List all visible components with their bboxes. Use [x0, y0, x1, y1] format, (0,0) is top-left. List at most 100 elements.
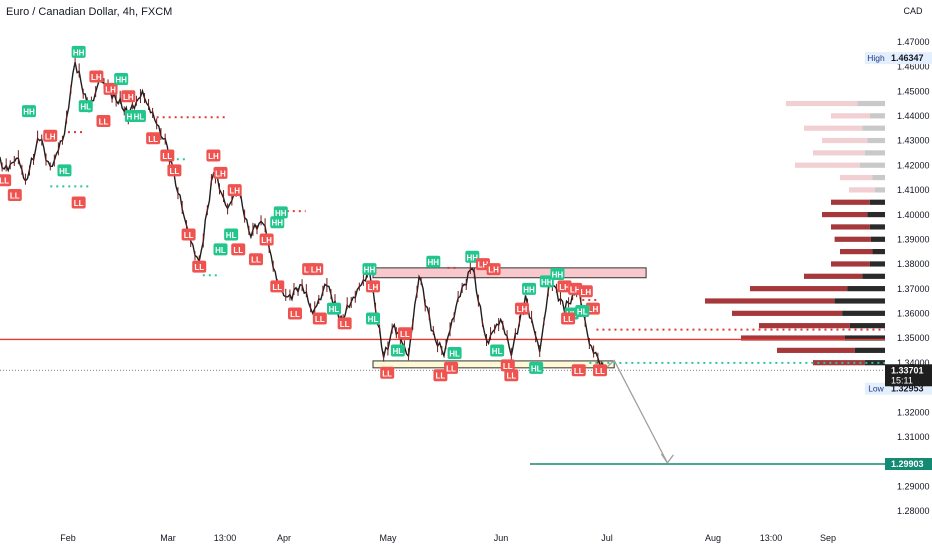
- swing-label-hh: HH: [114, 73, 129, 86]
- volume-bar-share: [872, 249, 885, 255]
- swing-label-badge: [366, 312, 381, 325]
- swing-label-lh: LH: [89, 70, 104, 83]
- swing-label-badge: [96, 114, 111, 127]
- swing-label-badge: [557, 280, 572, 293]
- swing-label-text: HH: [275, 209, 287, 218]
- swing-label-hh: HH: [71, 45, 86, 58]
- swing-label-text: LH: [488, 266, 499, 275]
- swing-label-lh: LH: [557, 280, 572, 293]
- swing-label-text: HL: [393, 347, 404, 356]
- swing-label-lh: LH: [585, 302, 600, 315]
- swing-label-lh: LH: [568, 282, 583, 295]
- swing-label-hl: HL: [529, 361, 544, 374]
- swing-label-hl: HL: [224, 228, 239, 241]
- swing-label-ll: LL: [312, 312, 327, 325]
- swing-label-text: HL: [215, 246, 226, 255]
- swing-label-ll: LL: [146, 132, 161, 145]
- swing-label-text: HL: [492, 347, 503, 356]
- swing-label-badge: [270, 216, 285, 229]
- swing-label-text: LL: [446, 364, 456, 373]
- price-tick-label: 1.41000: [897, 185, 930, 195]
- swing-label-text: LH: [570, 285, 581, 294]
- target-price-value-box: [885, 458, 932, 471]
- swing-label-hl: HL: [131, 110, 146, 123]
- swing-label-badge: [146, 132, 161, 145]
- swing-label-lh: LH: [213, 166, 228, 179]
- volume-bar: [804, 273, 863, 279]
- volume-bar-share: [867, 137, 885, 144]
- volume-bar: [705, 298, 835, 304]
- swing-label-badge: [7, 189, 22, 202]
- volume-bar-share: [869, 199, 885, 205]
- swing-label-text: LL: [400, 330, 410, 339]
- price-tick-label: 1.37000: [897, 284, 930, 294]
- swing-label-lh: LH: [43, 129, 58, 142]
- swing-label-hh: HH: [21, 105, 36, 118]
- swing-label-text: LL: [0, 177, 9, 186]
- swing-label-badge: [231, 243, 246, 256]
- volume-bar-share: [842, 310, 885, 316]
- swing-label-ll: LL: [71, 196, 86, 209]
- swing-label-text: LL: [170, 167, 180, 176]
- demand-zone: [372, 360, 615, 369]
- swing-label-text: LL: [436, 372, 446, 381]
- swing-label-badge: [181, 228, 196, 241]
- volume-bar-share: [869, 261, 885, 267]
- volume-bar-share: [864, 150, 885, 156]
- swing-label-badge: [213, 166, 228, 179]
- swing-labels: LHLLHHLLLHHLLLHHHLLHLLLHLHHHHLHLLLLLLLLH…: [0, 45, 607, 382]
- chart-title: Euro / Canadian Dollar, 4h, FXCM: [6, 6, 173, 18]
- swing-label-badge: [486, 263, 501, 276]
- swing-label-text: HH: [428, 258, 440, 267]
- high-price-value-box: [885, 52, 932, 65]
- price-tick-label: 1.35000: [897, 333, 930, 343]
- swing-label-badge: [121, 90, 136, 103]
- swing-label-badge: [57, 164, 72, 177]
- volume-bar: [813, 150, 865, 156]
- swing-label-badge: [514, 302, 529, 315]
- volume-bar-share: [862, 273, 885, 279]
- swing-label-text: LH: [261, 236, 272, 245]
- swing-label-text: LH: [91, 73, 102, 82]
- swing-label-lh: LH: [206, 149, 221, 162]
- swing-label-text: LH: [105, 85, 116, 94]
- swing-label-badge: [167, 164, 182, 177]
- swing-label-badge: [522, 282, 537, 295]
- swing-label-badge: [593, 364, 607, 377]
- swing-label-badge: [21, 105, 36, 118]
- swing-label-ll: LL: [500, 359, 515, 372]
- swing-label-text: LH: [45, 132, 56, 141]
- swing-label-text: LL: [382, 369, 392, 378]
- price-tick-label: 1.47000: [897, 37, 930, 47]
- swing-label-text: HH: [364, 266, 376, 275]
- volume-bar-share: [867, 211, 885, 218]
- swing-label-ll: LL: [287, 307, 302, 320]
- swing-label-text: LL: [233, 246, 243, 255]
- swing-label-ll: LL: [593, 364, 607, 377]
- swing-label-ll: LL: [96, 114, 111, 127]
- swing-label-ll: LL: [270, 280, 285, 293]
- volume-bar-share: [859, 162, 885, 168]
- swing-label-hh: HH: [550, 268, 565, 281]
- swing-label-hl: HL: [390, 344, 405, 357]
- swing-label-badge: [131, 110, 146, 123]
- time-tick-label: Jul: [601, 533, 613, 543]
- swing-label-ll: LL: [337, 317, 352, 330]
- swing-label-ll: LL: [7, 189, 22, 202]
- swing-label-badge: [490, 344, 505, 357]
- swing-label-badge: [337, 317, 352, 330]
- swing-label-text: HL: [80, 103, 91, 112]
- countdown-value: 15:11: [891, 375, 913, 385]
- swing-label-text: LL: [506, 372, 516, 381]
- volume-bar-share: [869, 113, 885, 119]
- swing-label-hh: HH: [465, 250, 480, 263]
- volume-bar: [840, 249, 873, 255]
- swing-label-text: HL: [127, 113, 138, 122]
- swing-label-lh: LH: [486, 263, 501, 276]
- price-tick-label: 1.42000: [897, 160, 930, 170]
- swing-label-badge: [43, 129, 58, 142]
- swing-label-text: LL: [74, 199, 84, 208]
- price-tick-label: 1.46000: [897, 62, 930, 72]
- volume-bar-share: [864, 360, 885, 366]
